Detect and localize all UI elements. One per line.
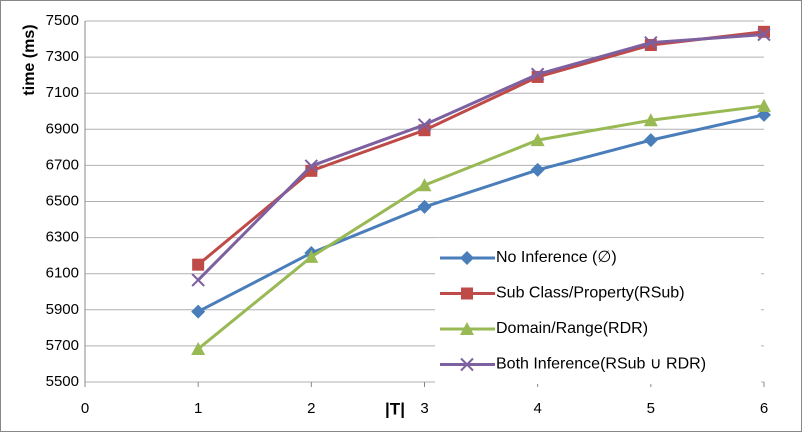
y-tick-label: 5900 <box>46 301 79 318</box>
legend-marker <box>460 251 474 265</box>
marker <box>530 67 545 81</box>
marker <box>417 199 432 214</box>
legend-label: No Inference (∅) <box>496 249 617 266</box>
legend-box <box>435 238 761 384</box>
x-tick-label: 0 <box>81 400 89 417</box>
marker <box>417 118 432 132</box>
x-tick-label: 2 <box>307 400 315 417</box>
marker <box>460 322 474 335</box>
legend-label: Both Inference(RSub ∪ RDR) <box>496 356 706 373</box>
marker <box>530 133 545 147</box>
marker <box>192 258 205 271</box>
marker <box>530 162 545 177</box>
x-tick-label: 1 <box>194 400 202 417</box>
marker <box>191 273 205 287</box>
legend-label: Sub Class/Property(RSub) <box>496 285 685 302</box>
marker <box>461 287 473 300</box>
y-tick-label: 7100 <box>46 84 79 101</box>
y-tick-label: 5500 <box>46 373 79 390</box>
marker <box>757 27 771 42</box>
y-axis-label: time (ms) <box>21 24 38 95</box>
marker <box>460 357 474 372</box>
series-line <box>197 104 765 351</box>
y-tick-label: 6500 <box>46 192 79 209</box>
marker <box>191 341 206 355</box>
legend-marker <box>461 287 473 300</box>
marker <box>757 98 771 112</box>
marker <box>644 35 658 50</box>
x-tick-label: 3 <box>420 400 428 417</box>
legend-label: Domain/Range(RDR) <box>496 320 648 337</box>
marker <box>460 251 474 265</box>
y-tick-label: 6700 <box>46 156 79 173</box>
marker <box>643 113 658 127</box>
x-tick-label: 4 <box>533 400 541 417</box>
x-tick-label: 6 <box>760 400 768 417</box>
marker <box>643 133 658 148</box>
legend-marker <box>460 357 474 372</box>
y-tick-label: 7300 <box>46 48 79 65</box>
y-tick-label: 6300 <box>46 229 79 246</box>
y-tick-label: 6900 <box>46 120 79 137</box>
marker <box>304 249 319 263</box>
legend-marker <box>460 322 474 335</box>
y-tick-label: 6100 <box>46 265 79 282</box>
marker <box>191 304 206 319</box>
marker <box>304 159 319 173</box>
series-line <box>197 113 765 313</box>
y-tick-label: 5700 <box>46 337 79 354</box>
series-line <box>197 33 765 282</box>
marker <box>417 178 432 192</box>
x-tick-label: 5 <box>647 400 655 417</box>
y-tick-label: 7500 <box>46 12 79 29</box>
x-axis-label: |T| <box>385 399 405 418</box>
